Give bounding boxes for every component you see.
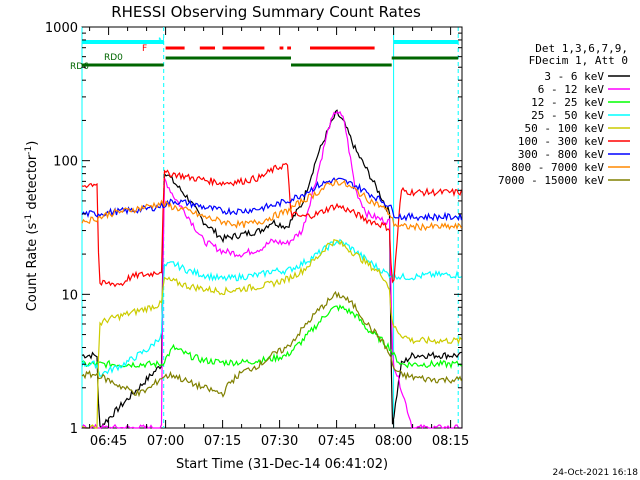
series-line-2 [81, 304, 462, 370]
legend-label-0: 3 - 6 keV [544, 70, 604, 83]
y-axis-label-main: Count Rate (s [25, 223, 40, 312]
timestamp-footer: 24-Oct-2021 16:18 [553, 468, 639, 478]
y-tick-label-1: 10 [61, 288, 78, 303]
flag-label-rd6: RD6 [70, 62, 89, 72]
y-tick-label-2: 100 [53, 155, 78, 170]
legend-label-8: 7000 - 15000 keV [498, 174, 604, 187]
axes: 06:45 07:00 07:15 07:30 07:45 08:00 08:15 1 10 10… [45, 21, 469, 449]
legend: Det 1,3,6,7,9,FDecim 1, Att 0 3 - 6 keV6 … [498, 42, 630, 187]
series-lines [81, 109, 463, 430]
series-line-8 [81, 290, 463, 398]
legend-label-7: 800 - 7000 keV [511, 161, 604, 174]
series-line-7 [81, 178, 463, 232]
series-line-5 [81, 162, 463, 288]
y-axis-label: Count Rate (s-1 detector-1) [24, 141, 40, 312]
y-axis-label-mid: detector [25, 154, 40, 214]
y-axis-label-sup: -1 [24, 214, 34, 223]
chart-title: RHESSI Observing Summary Count Rates [111, 3, 421, 21]
x-tick-label-1: 07:00 [147, 434, 184, 449]
y-tick-label-0: 1 [70, 422, 78, 437]
plot-area [81, 26, 463, 429]
y-axis-label-sup2: -1 [24, 146, 34, 155]
y-axis-label-end: ) [25, 141, 40, 146]
legend-label-2: 12 - 25 keV [531, 96, 604, 109]
plot-frame [81, 26, 463, 429]
x-tick-label-6: 08:15 [432, 434, 469, 449]
legend-label-6: 300 - 800 keV [518, 148, 604, 161]
legend-header-0: Det 1,3,6,7,9, [535, 42, 628, 55]
legend-label-3: 25 - 50 keV [531, 109, 604, 122]
series-line-0 [81, 109, 462, 430]
x-tick-label-3: 07:30 [261, 434, 298, 449]
flag-label-rd0: RD0 [104, 53, 123, 63]
x-axis-label: Start Time (31-Dec-14 06:41:02) [176, 457, 388, 472]
series-line-3 [81, 238, 462, 377]
x-tick-label-2: 07:15 [204, 434, 241, 449]
series-line-1 [81, 110, 462, 430]
x-tick-label-5: 08:00 [375, 434, 412, 449]
flag-label-n: N [158, 37, 165, 47]
legend-header-1: FDecim 1, Att 0 [529, 54, 628, 67]
flag-label-f: F [142, 44, 147, 54]
legend-label-1: 6 - 12 keV [538, 83, 605, 96]
y-tick-label-3: 1000 [45, 21, 78, 36]
legend-label-5: 100 - 300 keV [518, 135, 604, 148]
legend-label-4: 50 - 100 keV [525, 122, 605, 135]
x-tick-label-0: 06:45 [90, 434, 127, 449]
series-line-4 [81, 238, 462, 429]
flag-bars: N F RD0 RD6 [70, 37, 459, 72]
x-tick-label-4: 07:45 [318, 434, 355, 449]
